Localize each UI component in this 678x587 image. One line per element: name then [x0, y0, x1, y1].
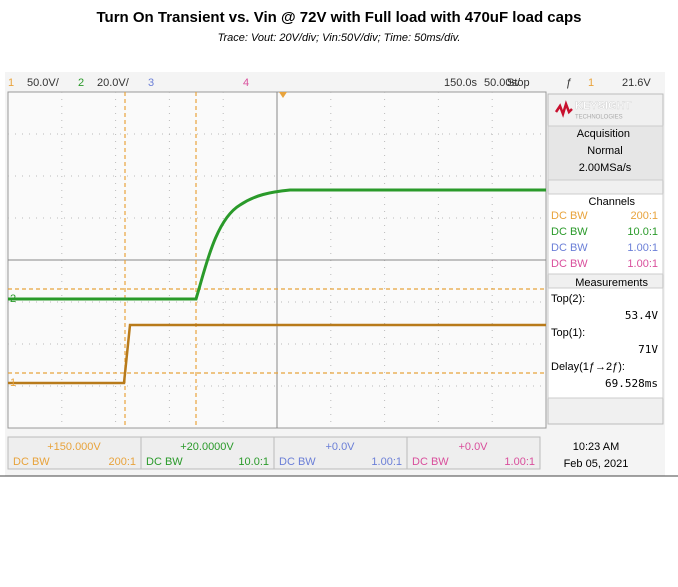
- coupling: DC BW: [412, 456, 449, 468]
- top-bar-label: 1: [8, 77, 14, 89]
- channels-box: [547, 193, 664, 275]
- meas-value: 71V: [638, 343, 658, 356]
- ch1-marker: 1: [10, 377, 16, 389]
- meas-value: 69.528ms: [605, 377, 658, 390]
- top-bar-label: 21.6V: [622, 77, 651, 89]
- channel-coupling: DC BW: [551, 226, 588, 238]
- offset: +150.000V: [47, 441, 101, 453]
- acq-box: [547, 125, 664, 181]
- trigger-marker: [279, 92, 287, 98]
- top-bar-label: 50.00s/: [484, 77, 521, 89]
- coupling: DC BW: [13, 456, 50, 468]
- channel-probe: 10.0:1: [627, 226, 658, 238]
- channel-coupling: DC BW: [551, 210, 588, 222]
- top-bar-label: 3: [148, 77, 154, 89]
- offset: +0.0V: [458, 441, 488, 453]
- ch2-marker: 2: [10, 293, 16, 305]
- channel-probe: 1.00:1: [627, 258, 658, 270]
- top-bar-label: 4: [243, 77, 249, 89]
- meas-name: Top(1):: [551, 327, 585, 339]
- top-bar-label: 20.0V/: [97, 77, 130, 89]
- clock-time: 10:23 AM: [573, 441, 619, 453]
- channel-coupling: DC BW: [551, 258, 588, 270]
- brand: KEYSIGHT: [575, 100, 632, 112]
- panel-heading: Acquisition: [577, 128, 630, 140]
- offset: +20.0000V: [180, 441, 234, 453]
- meas-box: [547, 287, 664, 399]
- brand-sub: TECHNOLOGIES: [575, 115, 623, 121]
- meas-name: Top(2):: [551, 293, 585, 305]
- probe: 200:1: [108, 456, 136, 468]
- panel-heading: Channels: [589, 196, 636, 208]
- probe: 10.0:1: [238, 456, 269, 468]
- top-bar-label: 150.0s: [444, 77, 478, 89]
- ch2-trace: [8, 188, 546, 301]
- top-bar-label: 1: [588, 77, 594, 89]
- coupling: DC BW: [146, 456, 183, 468]
- top-bar-label: ƒ: [566, 77, 572, 89]
- top-bar-label: 2: [78, 77, 84, 89]
- acq-mode: Normal: [587, 145, 622, 157]
- channel-probe: 200:1: [630, 210, 658, 222]
- title: Turn On Transient vs. Vin @ 72V with Ful…: [97, 9, 582, 26]
- subtitle: Trace: Vout: 20V/div; Vin:50V/div; Time:…: [218, 32, 461, 44]
- offset: +0.0V: [325, 441, 355, 453]
- logo-icon: [554, 100, 573, 118]
- meas-value: 53.4V: [625, 309, 658, 322]
- channel-coupling: DC BW: [551, 242, 588, 254]
- probe: 1.00:1: [371, 456, 402, 468]
- panel-heading: Measurements: [575, 277, 648, 289]
- channel-probe: 1.00:1: [627, 242, 658, 254]
- probe: 1.00:1: [504, 456, 535, 468]
- coupling: DC BW: [279, 456, 316, 468]
- meas-name: Delay(1ƒ→2ƒ):: [551, 361, 625, 373]
- top-bar-label: 50.0V/: [27, 77, 60, 89]
- clock-date: Feb 05, 2021: [564, 458, 629, 470]
- acq-rate: 2.00MSa/s: [579, 162, 632, 174]
- ch1-trace: [8, 323, 546, 385]
- top-bar-label: Stop: [507, 77, 530, 89]
